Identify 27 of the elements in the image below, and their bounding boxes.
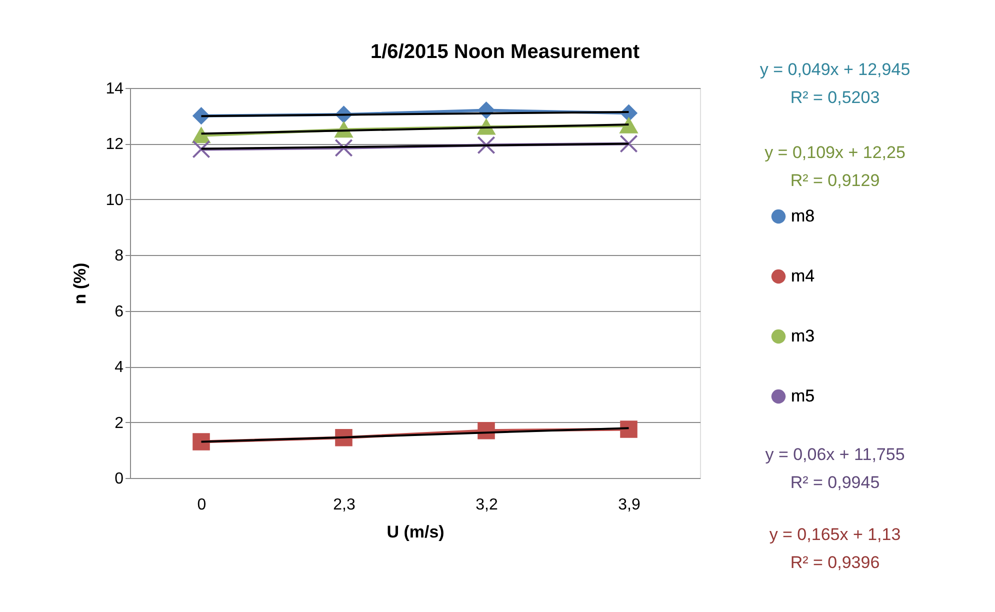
legend-label: m5 xyxy=(791,386,815,406)
y-tick-label: 14 xyxy=(106,80,124,98)
legend-label: m8 xyxy=(791,206,815,226)
text: R² = 0,5203 xyxy=(790,88,880,107)
y-tick-label: 8 xyxy=(114,248,124,265)
chart-title: 1/6/2015 Noon Measurement xyxy=(370,41,640,63)
text: y = 0,06x + 11,755 xyxy=(765,445,905,464)
legend-label: m4 xyxy=(791,266,815,286)
x-tick-label: 0 xyxy=(197,496,206,514)
text: R² = 0,9945 xyxy=(790,473,880,492)
text: y = 0,049x + 12,945 xyxy=(760,60,910,79)
y-tick-label: 0 xyxy=(114,470,124,488)
y-tick-label: 2 xyxy=(114,414,124,432)
text: R² = 0,9396 xyxy=(790,553,880,572)
y-tick-label: 10 xyxy=(106,192,124,209)
y-tick-label: 6 xyxy=(114,303,124,320)
y-axis-title: n (%) xyxy=(70,262,90,304)
x-axis-title: U (m/s) xyxy=(386,522,444,542)
x-tick-label: 3,9 xyxy=(618,496,640,514)
text: R² = 0,9129 xyxy=(790,171,880,190)
text: y = 0,109x + 12,25 xyxy=(764,143,906,162)
y-tick-label: 4 xyxy=(114,359,124,376)
x-tick-label: 3,2 xyxy=(476,496,498,514)
y-tick-label: 12 xyxy=(106,136,124,154)
x-tick-label: 2,3 xyxy=(333,496,356,514)
text: y = 0,165x + 1,13 xyxy=(769,525,901,544)
legend-label: m3 xyxy=(791,326,815,346)
